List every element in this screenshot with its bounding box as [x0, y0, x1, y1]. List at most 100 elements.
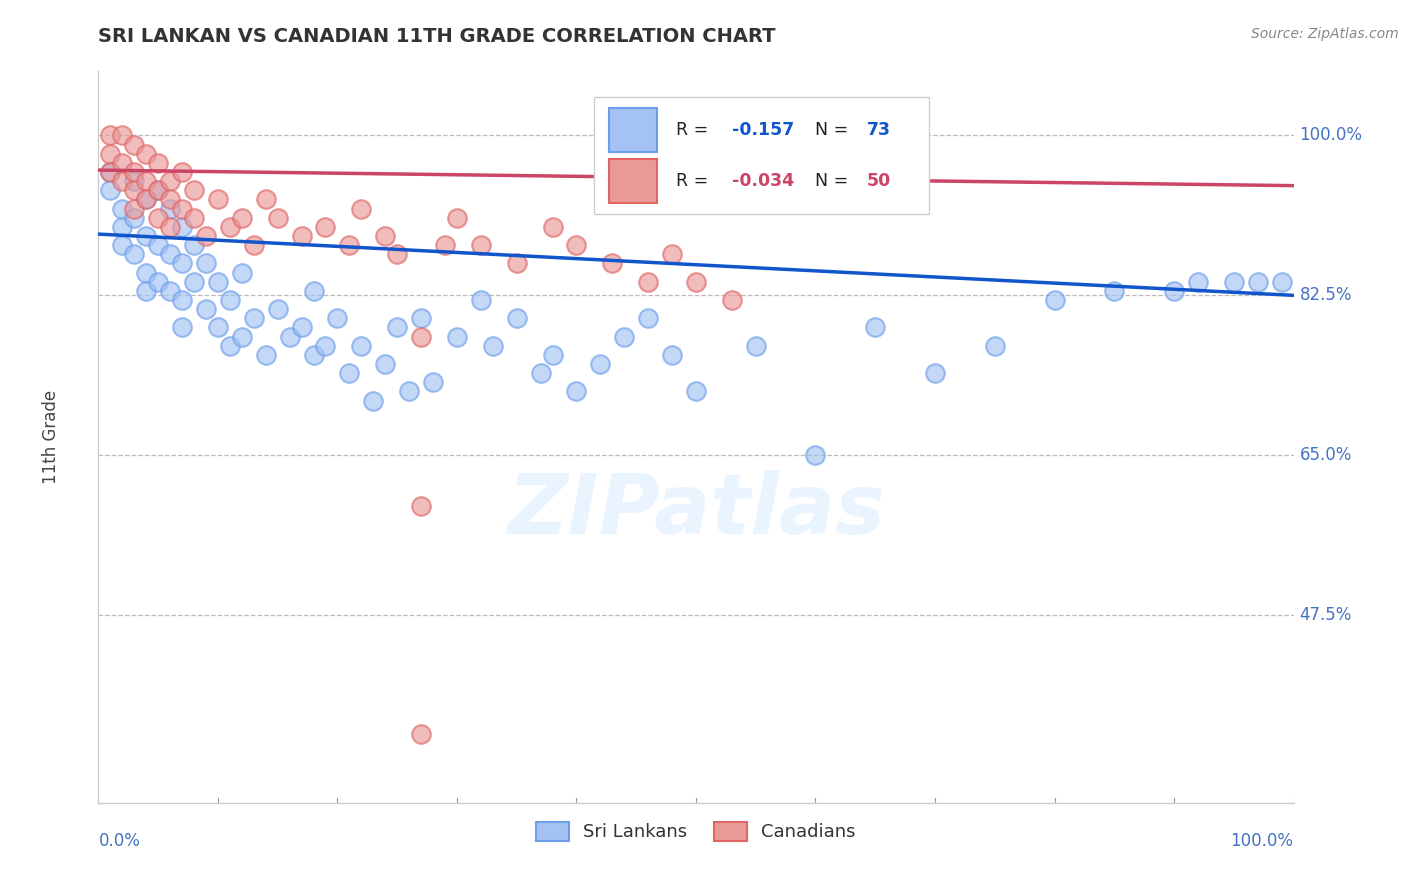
Text: R =: R = [676, 121, 713, 139]
Point [411, 727, 433, 741]
Point [291, 228, 314, 243]
Point [159, 202, 181, 216]
Point [1187, 275, 1209, 289]
Point [124, 137, 146, 152]
Point [315, 219, 337, 234]
Text: Source: ZipAtlas.com: Source: ZipAtlas.com [1251, 27, 1399, 41]
Point [135, 192, 157, 206]
Point [195, 301, 218, 317]
Point [195, 228, 218, 243]
Point [470, 293, 492, 307]
Point [124, 183, 146, 197]
Point [148, 183, 170, 197]
Point [111, 219, 134, 234]
Point [124, 247, 146, 261]
Point [135, 228, 157, 243]
Point [506, 311, 529, 326]
Point [278, 329, 301, 343]
Point [315, 338, 337, 352]
Point [243, 311, 266, 326]
Point [661, 348, 683, 362]
Point [422, 375, 444, 389]
Point [374, 357, 396, 371]
Point [98, 165, 122, 179]
Point [231, 211, 253, 225]
Point [385, 247, 409, 261]
Point [613, 329, 636, 343]
Point [98, 146, 122, 161]
FancyBboxPatch shape [595, 97, 929, 214]
Point [434, 238, 457, 252]
Point [506, 256, 529, 270]
Point [1223, 275, 1246, 289]
Point [411, 499, 433, 513]
Text: -0.157: -0.157 [733, 121, 794, 139]
Point [172, 202, 194, 216]
Point [374, 228, 396, 243]
Point [339, 366, 361, 380]
Point [135, 284, 157, 298]
Point [541, 219, 564, 234]
Point [219, 293, 242, 307]
Point [124, 174, 146, 188]
Point [135, 192, 157, 206]
FancyBboxPatch shape [609, 108, 657, 152]
Point [207, 275, 229, 289]
Point [565, 384, 588, 399]
Point [302, 348, 325, 362]
Text: N =: N = [815, 172, 855, 190]
Point [98, 165, 122, 179]
Point [231, 266, 253, 280]
Text: 100.0%: 100.0% [1299, 127, 1362, 145]
Point [924, 366, 946, 380]
Point [124, 202, 146, 216]
Point [1043, 293, 1066, 307]
Point [172, 320, 194, 334]
FancyBboxPatch shape [609, 159, 657, 203]
Point [219, 338, 242, 352]
Text: 0.0%: 0.0% [98, 832, 141, 850]
Point [111, 202, 134, 216]
Text: 82.5%: 82.5% [1299, 286, 1353, 304]
Text: 50: 50 [868, 172, 891, 190]
Point [1104, 284, 1126, 298]
Point [1163, 284, 1185, 298]
Point [637, 275, 659, 289]
Point [363, 393, 385, 408]
Point [326, 311, 349, 326]
Point [721, 293, 744, 307]
Point [685, 384, 707, 399]
Text: ZIPatlas: ZIPatlas [508, 470, 884, 550]
Point [302, 284, 325, 298]
Point [124, 211, 146, 225]
Point [135, 266, 157, 280]
Point [267, 301, 290, 317]
Point [231, 329, 253, 343]
Point [267, 211, 290, 225]
Point [984, 338, 1007, 352]
Point [530, 366, 553, 380]
Point [98, 128, 122, 143]
Point [183, 211, 205, 225]
Point [350, 202, 373, 216]
Point [685, 275, 707, 289]
Point [254, 348, 277, 362]
Point [865, 320, 887, 334]
Text: 47.5%: 47.5% [1299, 607, 1353, 624]
Point [183, 238, 205, 252]
Point [804, 448, 827, 462]
Point [135, 174, 157, 188]
Point [1271, 275, 1294, 289]
Point [207, 192, 229, 206]
Point [159, 284, 181, 298]
Point [172, 219, 194, 234]
Point [111, 128, 134, 143]
Point [148, 183, 170, 197]
Point [350, 338, 373, 352]
Point [172, 165, 194, 179]
Point [398, 384, 420, 399]
Point [446, 329, 468, 343]
Point [291, 320, 314, 334]
Point [411, 329, 433, 343]
Point [589, 357, 612, 371]
